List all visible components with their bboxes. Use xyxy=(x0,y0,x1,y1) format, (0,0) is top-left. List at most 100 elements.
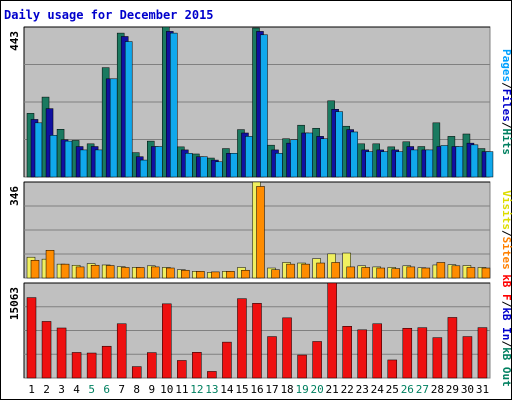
axis-label-kbytes: kB F/kB In/kB Out xyxy=(500,274,512,387)
axis-label-part: / xyxy=(500,340,512,347)
x-tick-label: 6 xyxy=(103,383,110,396)
axis-label-visits-sites: Visits/Sites xyxy=(500,190,512,270)
bar-sites-day-21 xyxy=(331,262,340,279)
bar-kb-f-day-15 xyxy=(237,298,247,379)
bar-kb-f-day-29 xyxy=(447,317,458,379)
x-tick-label: 5 xyxy=(88,383,95,396)
bar-pages-day-13 xyxy=(215,161,223,178)
x-tick-label: 23 xyxy=(356,383,369,396)
bar-sites-day-9 xyxy=(151,266,160,279)
x-tick-label: 12 xyxy=(190,383,203,396)
bar-pages-day-1 xyxy=(34,122,43,178)
bar-pages-day-17 xyxy=(275,153,283,178)
x-tick-label: 2 xyxy=(43,383,50,396)
bar-sites-day-7 xyxy=(120,267,130,279)
x-tick-label: 7 xyxy=(118,383,125,396)
x-tick-label: 8 xyxy=(133,383,140,396)
axis-label-pages-files-hits: Pages/Files/Hits xyxy=(500,49,512,155)
x-tick-label: 28 xyxy=(431,383,444,396)
bar-kb-f-day-5 xyxy=(86,352,97,379)
axis-label-part: Pages xyxy=(500,49,512,82)
bar-pages-day-15 xyxy=(245,136,253,178)
x-tick-label: 22 xyxy=(341,383,354,396)
bar-kb-f-day-30 xyxy=(462,336,473,379)
bar-sites-day-14 xyxy=(226,271,235,279)
bar-kb-f-day-9 xyxy=(147,352,157,379)
bar-kb-f-day-6 xyxy=(101,345,112,379)
bar-sites-day-13 xyxy=(211,271,220,279)
axis-label-part: kB In xyxy=(500,307,512,340)
bar-pages-day-2 xyxy=(49,135,58,178)
bar-sites-day-8 xyxy=(135,267,145,279)
x-tick-label: 3 xyxy=(58,383,65,396)
x-tick-label: 1 xyxy=(28,383,35,396)
axis-label-part: Visits xyxy=(500,190,512,230)
axis-label-part: kB F xyxy=(500,274,512,301)
ymax-label-pages-files-hits: 443 xyxy=(8,31,21,51)
bar-kb-f-day-20 xyxy=(312,341,322,379)
bar-sites-day-2 xyxy=(45,250,55,279)
bar-pages-day-27 xyxy=(425,149,434,178)
x-tick-label: 11 xyxy=(175,383,188,396)
bar-sites-day-4 xyxy=(75,266,85,279)
bar-pages-day-9 xyxy=(155,146,163,178)
ymax-label-visits-sites: 346 xyxy=(8,186,21,206)
x-tick-label: 15 xyxy=(235,383,248,396)
x-tick-label: 25 xyxy=(386,383,399,396)
bar-sites-day-16 xyxy=(256,186,265,279)
bar-kb-f-day-26 xyxy=(402,327,413,379)
bar-kb-f-day-28 xyxy=(432,337,443,379)
bar-kb-f-day-23 xyxy=(357,329,367,379)
axis-label-part: Files xyxy=(500,89,512,122)
bar-kb-f-day-17 xyxy=(267,336,277,379)
x-tick-label: 14 xyxy=(220,383,234,396)
bar-sites-day-31 xyxy=(481,267,491,279)
bar-sites-day-20 xyxy=(316,262,325,279)
x-tick-label: 21 xyxy=(326,383,339,396)
x-tick-label: 20 xyxy=(311,383,324,396)
bar-kb-f-day-24 xyxy=(372,323,382,379)
axis-label-part: Sites xyxy=(500,237,512,270)
bar-pages-day-11 xyxy=(185,153,193,178)
bar-kb-f-day-25 xyxy=(387,359,398,379)
bar-kb-f-day-12 xyxy=(192,352,202,379)
bar-kb-f-day-7 xyxy=(116,323,127,379)
bar-kb-f-day-8 xyxy=(131,366,142,379)
bar-kb-f-day-4 xyxy=(71,352,82,379)
bar-pages-day-16 xyxy=(260,34,268,178)
axis-label-part: / xyxy=(500,230,512,237)
bar-sites-day-22 xyxy=(346,266,355,279)
bar-pages-day-24 xyxy=(380,151,388,178)
bar-kb-f-day-22 xyxy=(342,326,352,379)
bar-sites-day-17 xyxy=(271,269,280,279)
bar-pages-day-8 xyxy=(139,159,148,178)
bar-pages-day-22 xyxy=(350,131,358,178)
axis-label-part: / xyxy=(500,122,512,129)
bar-pages-day-21 xyxy=(335,111,343,178)
bar-kb-f-day-10 xyxy=(162,303,172,379)
bar-sites-day-11 xyxy=(181,269,190,279)
x-tick-label: 13 xyxy=(205,383,218,396)
bar-pages-day-18 xyxy=(290,139,298,178)
bar-pages-day-29 xyxy=(455,146,464,178)
bar-sites-day-15 xyxy=(241,269,250,279)
bar-sites-day-3 xyxy=(60,263,70,279)
bar-sites-day-30 xyxy=(466,267,476,279)
bar-sites-day-10 xyxy=(166,267,175,279)
bar-pages-day-12 xyxy=(200,156,208,178)
bar-sites-day-12 xyxy=(196,271,205,279)
x-tick-label: 31 xyxy=(476,383,489,396)
x-tick-label: 10 xyxy=(160,383,173,396)
bar-pages-day-19 xyxy=(305,132,313,178)
bar-kb-f-day-11 xyxy=(177,360,187,379)
bar-kb-f-day-2 xyxy=(41,321,52,379)
bar-pages-day-6 xyxy=(109,78,118,178)
chart-title: Daily usage for December 2015 xyxy=(4,8,214,22)
bar-sites-day-23 xyxy=(361,267,370,279)
bar-sites-day-1 xyxy=(30,259,40,279)
bar-sites-day-24 xyxy=(376,267,385,279)
bar-kb-f-day-31 xyxy=(477,327,488,379)
bar-kb-f-day-16 xyxy=(252,303,262,379)
bar-pages-day-26 xyxy=(410,149,419,178)
bar-pages-day-10 xyxy=(170,32,178,178)
